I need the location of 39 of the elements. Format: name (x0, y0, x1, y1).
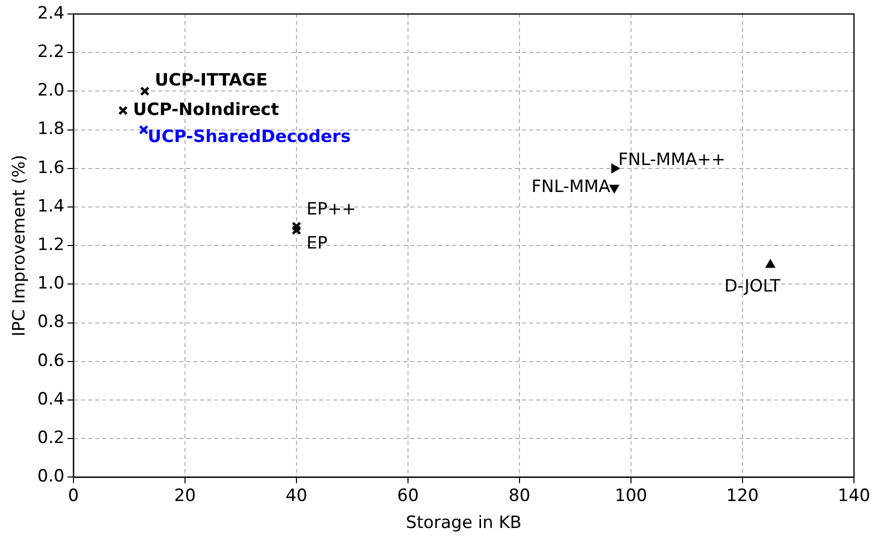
series-label: EP (306, 234, 328, 254)
x-tick-label: 100 (614, 486, 648, 506)
x-tick-label: 0 (68, 486, 79, 506)
series-label: UCP-SharedDecoders (148, 127, 351, 148)
x-tick-label: 40 (286, 486, 308, 506)
y-tick-label: 2.2 (37, 42, 64, 62)
y-tick-label: 1.2 (37, 235, 64, 256)
y-axis-title: IPC Improvement (%) (10, 154, 30, 336)
y-tick-label: 2.0 (37, 80, 64, 101)
y-tick-label: 1.0 (37, 274, 64, 294)
y-tick-label: 2.4 (37, 3, 64, 24)
point (138, 125, 148, 135)
x-axis-title: Storage in KB (406, 513, 522, 534)
y-tick-label: 0.6 (37, 350, 64, 371)
x-tick-label: 120 (726, 486, 759, 506)
y-tick-label: 1.4 (37, 196, 64, 216)
x-tick-label: 140 (838, 486, 870, 506)
series-label: UCP-ITTAGE (154, 70, 268, 91)
x-tick-label: 20 (174, 486, 196, 506)
point (766, 259, 776, 268)
point (609, 184, 620, 194)
point (140, 86, 150, 96)
y-tick-label: 1.8 (37, 119, 64, 140)
point (118, 106, 128, 116)
point (292, 225, 302, 235)
point (611, 164, 620, 174)
series-label: FNL-MMA++ (618, 150, 726, 170)
y-tick-label: 0.2 (37, 428, 64, 448)
y-tick-label: 0.0 (37, 466, 64, 487)
y-tick-label: 1.6 (37, 158, 64, 178)
x-tick-label: 80 (508, 486, 530, 506)
series-label: D-JOLT (724, 276, 782, 296)
y-tick-label: 0.8 (37, 312, 64, 332)
series-label: FNL-MMA (531, 177, 611, 198)
point (292, 222, 302, 232)
y-tick-label: 0.4 (37, 389, 64, 410)
x-tick-label: 60 (397, 486, 419, 506)
series-label: UCP-NoIndirect (133, 100, 280, 120)
series-label: EP++ (306, 200, 356, 220)
